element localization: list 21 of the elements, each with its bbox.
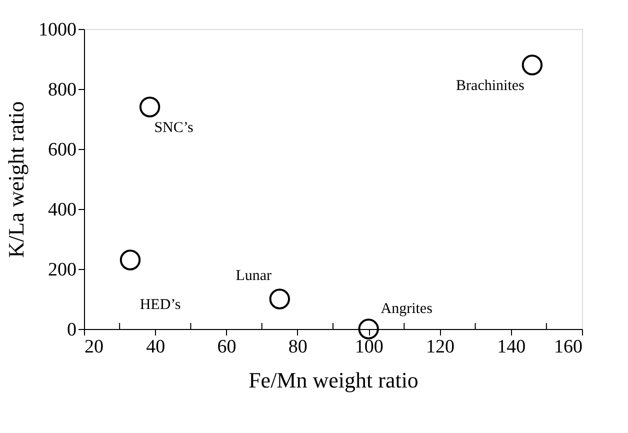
annotation: Brachinites: [456, 78, 525, 94]
x-axis-title: Fe/Mn weight ratio: [248, 368, 418, 392]
y-tick-label: 0: [67, 320, 76, 340]
x-tick-label: 120: [426, 336, 454, 358]
y-tick-label: 800: [48, 80, 76, 100]
x-tick-label: 60: [217, 336, 236, 358]
annotation: Lunar: [236, 268, 272, 284]
y-tick-label: 200: [48, 260, 76, 280]
annotation: SNC’s: [154, 120, 194, 136]
x-tick-label: 40: [146, 336, 166, 358]
y-tick-label: 1000: [38, 20, 76, 40]
y-tick-label: 600: [48, 140, 76, 160]
x-tick-label: 160: [554, 336, 582, 358]
y-tick-label: 400: [48, 200, 76, 220]
annotation: Angrites: [380, 301, 433, 317]
annotation: HED’s: [140, 297, 181, 313]
x-tick-label: 80: [288, 336, 308, 358]
x-tick-label: 20: [84, 336, 104, 358]
x-tick-label: 140: [497, 336, 526, 358]
y-axis-title: K/La weight ratio: [4, 101, 28, 258]
x-tick-label: 100: [354, 336, 384, 358]
